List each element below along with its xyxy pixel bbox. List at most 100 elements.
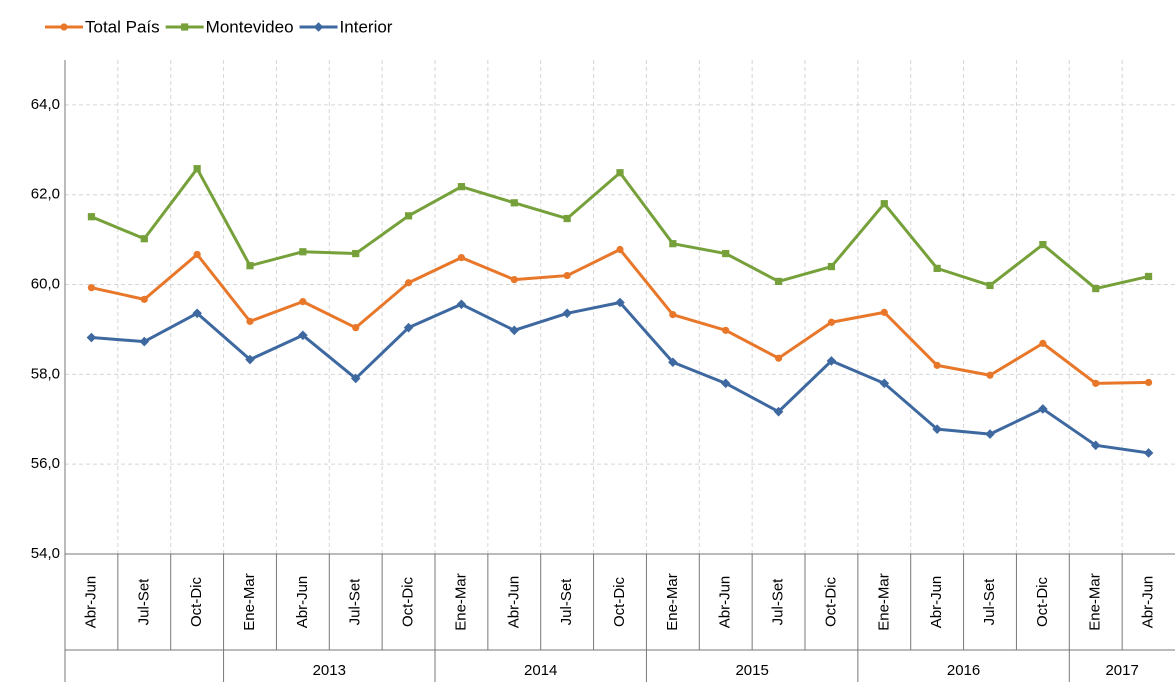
point xyxy=(986,371,994,379)
y-tick-label: 58,0 xyxy=(31,365,60,382)
point xyxy=(299,248,307,256)
point xyxy=(1039,339,1047,347)
x-tick-label: Jul-Set xyxy=(558,578,575,626)
x-tick-label: Jul-Set xyxy=(347,578,364,626)
point xyxy=(140,295,148,303)
point xyxy=(615,297,625,308)
y-tick-label: 60,0 xyxy=(31,276,60,293)
point xyxy=(403,322,414,333)
x-tick-label: Abr-Jun xyxy=(505,576,522,629)
x-tick-label: Oct-Dic xyxy=(400,577,417,627)
y-tick-label: 62,0 xyxy=(31,186,60,203)
series-line xyxy=(90,167,1149,291)
point xyxy=(404,279,413,287)
point xyxy=(352,249,360,258)
point xyxy=(404,212,413,220)
point xyxy=(773,406,784,417)
x-group-label: 2017 xyxy=(1105,662,1138,679)
x-tick-label: Jul-Set xyxy=(770,578,787,626)
point xyxy=(246,317,254,325)
point xyxy=(509,325,520,336)
x-tick-label: Oct-Dic xyxy=(188,577,205,627)
point xyxy=(1090,440,1101,451)
point xyxy=(193,250,201,259)
point xyxy=(668,357,678,368)
point xyxy=(139,336,150,347)
legend-label: Montevideo xyxy=(206,17,294,36)
point xyxy=(669,240,677,248)
legend-marker xyxy=(181,23,189,31)
x-group-label: 2015 xyxy=(735,662,768,679)
point xyxy=(140,235,148,243)
y-tick-label: 54,0 xyxy=(31,545,60,562)
x-tick-label: Ene-Mar xyxy=(1087,573,1104,631)
x-group-label: 2016 xyxy=(947,662,980,679)
point xyxy=(880,200,888,208)
point xyxy=(87,284,96,292)
point xyxy=(352,324,360,332)
point xyxy=(669,311,677,319)
point xyxy=(457,183,466,191)
x-tick-label: Ene-Mar xyxy=(241,573,258,631)
point xyxy=(933,361,941,369)
y-tick-label: 64,0 xyxy=(31,96,60,113)
point xyxy=(933,264,941,272)
point xyxy=(192,308,202,319)
point xyxy=(245,354,255,365)
x-tick-label: Abr-Jun xyxy=(82,576,99,629)
point xyxy=(87,213,96,221)
point xyxy=(720,378,731,389)
legend-label: Interior xyxy=(340,17,393,36)
point xyxy=(562,308,572,319)
x-tick-label: Abr-Jun xyxy=(294,576,311,629)
point xyxy=(986,281,994,290)
x-tick-label: Oct-Dic xyxy=(611,577,628,627)
point xyxy=(1144,272,1153,281)
point xyxy=(299,298,307,306)
x-tick-label: Abr-Jun xyxy=(1140,576,1157,629)
point xyxy=(456,299,467,310)
point xyxy=(616,245,624,254)
point xyxy=(193,165,201,173)
point xyxy=(246,262,254,270)
point xyxy=(86,332,97,343)
point xyxy=(298,330,308,341)
x-group-label: 2013 xyxy=(313,662,346,679)
x-tick-label: Oct-Dic xyxy=(1034,577,1051,627)
legend-marker xyxy=(313,22,324,32)
point xyxy=(1143,448,1154,458)
legend-marker xyxy=(60,23,68,31)
point xyxy=(1038,404,1048,414)
x-tick-label: Abr-Jun xyxy=(717,576,734,629)
point xyxy=(1092,284,1100,293)
point xyxy=(457,254,466,262)
point xyxy=(350,373,361,384)
point xyxy=(827,262,836,271)
point xyxy=(774,277,783,286)
x-tick-label: Ene-Mar xyxy=(452,573,469,631)
y-tick-label: 56,0 xyxy=(31,455,60,472)
point xyxy=(510,199,518,207)
x-tick-label: Jul-Set xyxy=(135,578,152,626)
point xyxy=(985,429,995,439)
x-tick-label: Jul-Set xyxy=(981,578,998,626)
point xyxy=(722,326,730,334)
point xyxy=(827,318,836,326)
x-group-label: 2014 xyxy=(524,662,557,679)
x-tick-label: Ene-Mar xyxy=(875,573,892,631)
point xyxy=(563,214,571,223)
point xyxy=(826,356,837,366)
point xyxy=(879,378,890,389)
point xyxy=(510,276,518,284)
point xyxy=(1039,240,1047,249)
point xyxy=(563,271,571,280)
point xyxy=(880,308,888,316)
point xyxy=(1092,379,1100,387)
point xyxy=(774,354,783,362)
x-tick-label: Oct-Dic xyxy=(822,577,839,627)
point xyxy=(932,424,942,434)
x-tick-label: Ene-Mar xyxy=(664,573,681,631)
point xyxy=(722,249,730,258)
x-tick-label: Abr-Jun xyxy=(928,576,945,629)
